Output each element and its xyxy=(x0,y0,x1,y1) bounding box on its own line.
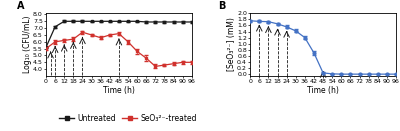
Y-axis label: [SeO₃²⁻] (mM): [SeO₃²⁻] (mM) xyxy=(227,18,236,72)
Legend: Untreated, SeO₃²⁻-treated: Untreated, SeO₃²⁻-treated xyxy=(56,111,200,126)
Text: B: B xyxy=(218,1,226,11)
Y-axis label: Log₁₀ (CFU/mL): Log₁₀ (CFU/mL) xyxy=(22,16,32,73)
X-axis label: Time (h): Time (h) xyxy=(307,86,339,95)
Text: A: A xyxy=(17,1,24,11)
X-axis label: Time (h): Time (h) xyxy=(103,86,135,95)
